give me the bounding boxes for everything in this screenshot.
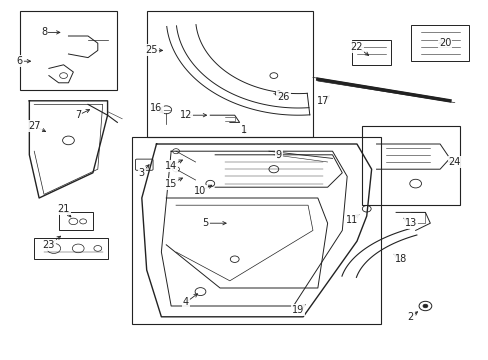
Text: 3: 3: [139, 168, 144, 178]
Bar: [34, 238, 107, 259]
Text: 18: 18: [394, 254, 407, 264]
Text: 16: 16: [150, 103, 163, 113]
Circle shape: [422, 304, 427, 308]
Text: 22: 22: [350, 42, 363, 52]
Bar: [410, 25, 468, 61]
Bar: [132, 137, 381, 324]
Text: 21: 21: [57, 204, 70, 214]
Bar: [361, 126, 459, 205]
Bar: [351, 40, 390, 65]
Text: 1: 1: [241, 125, 247, 135]
Text: 7: 7: [75, 110, 81, 120]
Text: 8: 8: [41, 27, 47, 37]
Text: 12: 12: [179, 110, 192, 120]
Text: 5: 5: [202, 218, 208, 228]
Text: 2: 2: [407, 312, 413, 322]
Bar: [146, 11, 312, 137]
Text: 20: 20: [438, 38, 450, 48]
Text: 19: 19: [291, 305, 304, 315]
Text: 24: 24: [447, 157, 460, 167]
Text: 26: 26: [277, 92, 289, 102]
Text: 14: 14: [164, 161, 177, 171]
Text: 13: 13: [404, 218, 416, 228]
Text: 27: 27: [28, 121, 41, 131]
Text: 17: 17: [316, 96, 328, 106]
Text: 6: 6: [17, 56, 22, 66]
Text: 25: 25: [145, 45, 158, 55]
Text: 15: 15: [164, 179, 177, 189]
Text: 9: 9: [275, 150, 281, 160]
Text: 4: 4: [183, 297, 188, 307]
Text: 11: 11: [345, 215, 358, 225]
Bar: [59, 212, 93, 230]
Text: 10: 10: [194, 186, 206, 196]
Bar: [20, 11, 117, 90]
Text: 23: 23: [42, 240, 55, 250]
